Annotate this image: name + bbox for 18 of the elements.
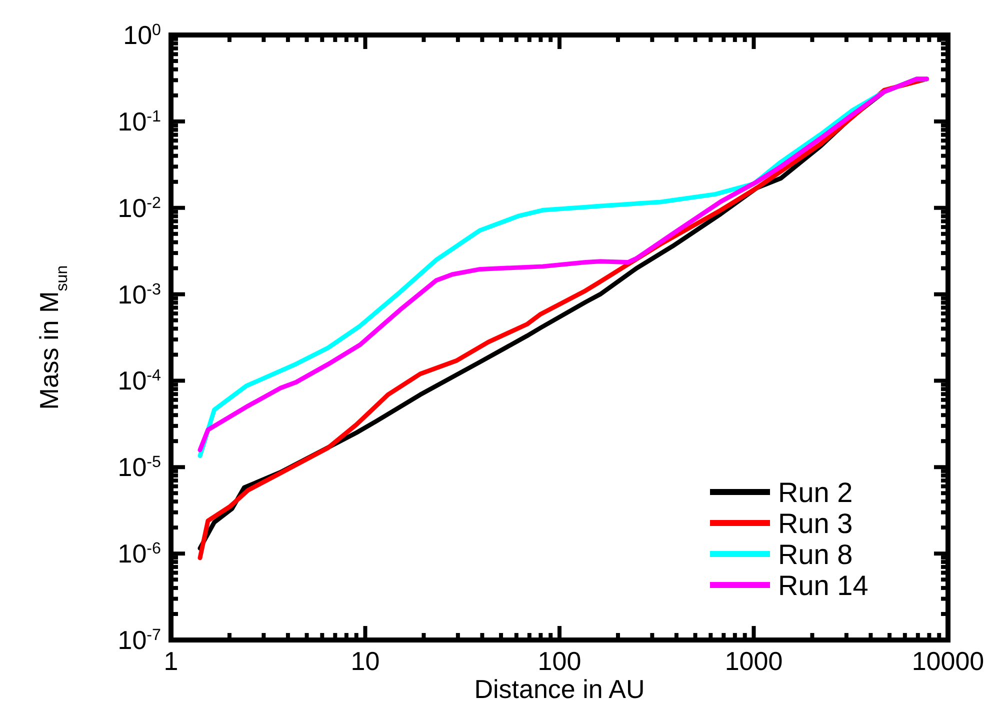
y-tick-label: 10$^{-3}$ [118, 279, 162, 310]
legend-label: Run 3 [778, 508, 853, 539]
x-tick-label: 10000 [912, 646, 984, 676]
y-tick-label: 10$^{0}$ [123, 20, 162, 50]
legend-label: Run 2 [778, 477, 853, 508]
y-tick-label: 10$^{-4}$ [118, 366, 162, 396]
y-tick-label: 10$^{-5}$ [118, 452, 162, 482]
legend-label: Run 8 [778, 539, 853, 570]
x-axis-title: Distance in AU [474, 674, 645, 704]
x-tick-label: 10 [350, 646, 380, 676]
x-tick-label: 1000 [724, 646, 783, 676]
x-tick-label: 1 [164, 646, 178, 676]
y-tick-label: 10$^{-7}$ [118, 625, 162, 655]
y-tick-label: 10$^{-1}$ [118, 106, 162, 136]
y-tick-label: 10$^{-2}$ [118, 192, 162, 223]
x-tick-label: 100 [538, 646, 582, 676]
y-tick-label: 10$^{-6}$ [118, 538, 162, 569]
legend-label: Run 14 [778, 570, 868, 601]
